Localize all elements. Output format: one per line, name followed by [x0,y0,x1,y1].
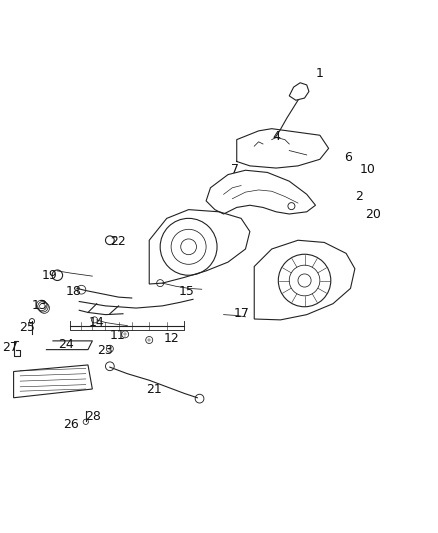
Text: 10: 10 [359,163,375,176]
Text: 27: 27 [2,341,18,354]
Text: 28: 28 [85,410,101,423]
Text: 1: 1 [316,68,324,80]
Text: 19: 19 [42,269,57,282]
Text: 23: 23 [97,344,113,357]
Text: 4: 4 [272,130,280,143]
Text: 26: 26 [64,418,79,431]
Text: 7: 7 [230,163,239,176]
Text: 11: 11 [110,329,126,342]
Text: 14: 14 [89,316,105,329]
Text: 21: 21 [146,383,162,397]
Text: 25: 25 [19,321,35,334]
Text: 15: 15 [178,285,194,298]
Text: 2: 2 [355,190,363,203]
Text: 20: 20 [365,208,381,221]
Text: 22: 22 [110,235,126,248]
Text: 12: 12 [164,332,180,345]
Text: 17: 17 [234,307,250,320]
Text: 6: 6 [344,151,352,165]
Text: 13: 13 [32,300,48,312]
Text: 24: 24 [58,338,74,351]
Text: 18: 18 [66,285,82,298]
